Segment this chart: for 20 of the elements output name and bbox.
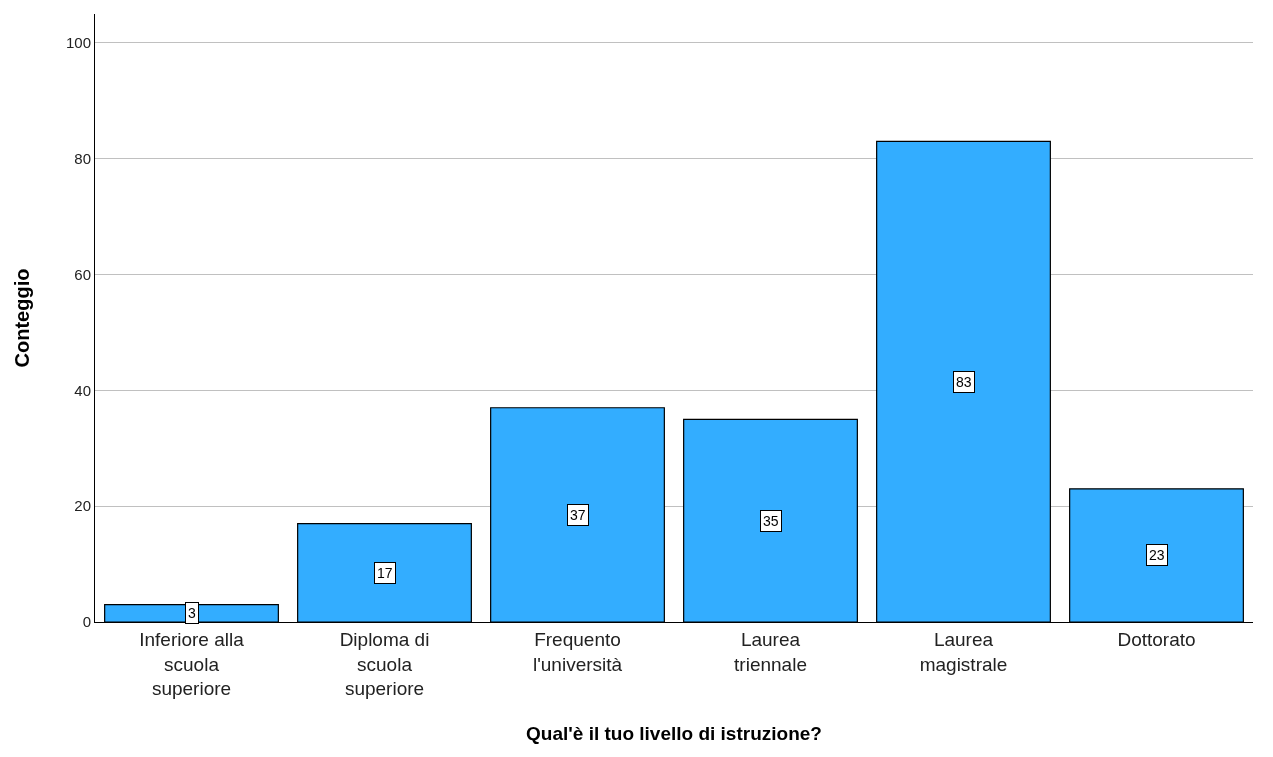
y-tick-label: 60: [74, 265, 91, 283]
x-tick-label: Laurea magistrale: [919, 628, 1008, 675]
x-tick-label: Diploma di scuola superiore: [339, 628, 430, 700]
x-axis-title: Qual'è il tuo livello di istruzione?: [526, 723, 822, 744]
y-tick-label: 100: [65, 34, 91, 52]
x-tick-label: Frequento l'università: [532, 628, 623, 675]
y-tick-label: 0: [82, 613, 91, 631]
x-tick-label: Laurea triennale: [734, 628, 807, 675]
x-tick-label: Dottorato: [1117, 628, 1196, 650]
data-label: 37: [570, 507, 586, 523]
y-tick-label: 40: [74, 381, 91, 399]
y-tick-label: 20: [74, 497, 91, 515]
data-label: 3: [188, 605, 196, 621]
y-axis-title: Conteggio: [11, 268, 34, 368]
data-label: 17: [377, 565, 393, 581]
x-tick-label: Inferiore alla scuola superiore: [139, 628, 245, 700]
data-label: 23: [1149, 547, 1165, 563]
data-label: 35: [763, 513, 779, 529]
data-label: 83: [956, 374, 972, 390]
y-tick-label: 80: [74, 150, 91, 168]
